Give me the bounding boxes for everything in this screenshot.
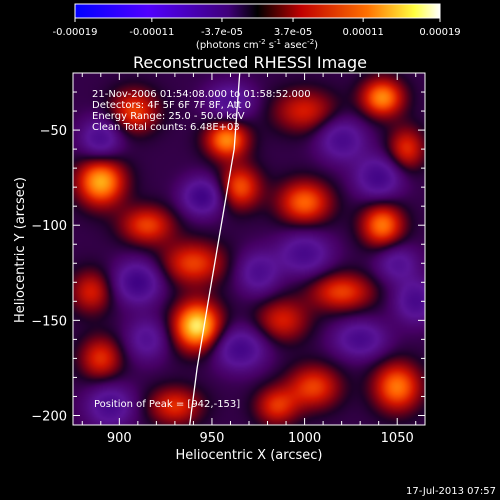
chart-title: Reconstructed RHESSI Image bbox=[133, 53, 367, 72]
x-tick-label: 900 bbox=[107, 431, 132, 446]
y-axis-label: Heliocentric Y (arcsec) bbox=[13, 177, 28, 323]
colorbar-tick-label: -0.00019 bbox=[53, 27, 98, 38]
info-block: 21-Nov-2006 01:54:08.000 to 01:58:52.000… bbox=[92, 89, 311, 133]
x-tick-label: 1050 bbox=[381, 431, 414, 446]
y-tick-label: −50 bbox=[40, 124, 67, 139]
colorbar-units: (photons cm-2 s-1 asec-2) bbox=[196, 38, 318, 51]
colorbar-tick-label: 3.7e-05 bbox=[274, 27, 312, 38]
solar-limb-line bbox=[189, 73, 241, 425]
colorbar-ticks: -0.00019 -0.00011 -3.7e-05 3.7e-05 0.00011 0.… bbox=[53, 18, 461, 38]
footer-date: 17-Jul-2013 07:57 bbox=[406, 486, 496, 497]
peak-position-label: Position of Peak = [942,-153] bbox=[94, 399, 240, 410]
y-tick-label: −100 bbox=[31, 219, 67, 234]
x-tick-label: 1000 bbox=[288, 431, 321, 446]
x-axis: 900 950 1000 1050 bbox=[81, 73, 417, 446]
y-tick-label: −200 bbox=[31, 409, 67, 424]
colorbar-tick-label: 0.00011 bbox=[342, 27, 383, 38]
colorbar-tick-label: 0.00019 bbox=[419, 27, 460, 38]
info-line-energy: Energy Range: 25.0 - 50.0 keV bbox=[92, 111, 245, 122]
heatmap-image bbox=[73, 73, 425, 425]
info-line-detectors: Detectors: 4F 5F 6F 7F 8F, Att 0 bbox=[92, 100, 251, 111]
info-line-time: 21-Nov-2006 01:54:08.000 to 01:58:52.000 bbox=[92, 89, 311, 100]
x-axis-label: Heliocentric X (arcsec) bbox=[176, 448, 323, 463]
colorbar-gradient bbox=[75, 4, 440, 18]
colorbar: -0.00019 -0.00011 -3.7e-05 3.7e-05 0.00011 0.… bbox=[53, 3, 461, 51]
heatmap-area bbox=[73, 73, 425, 425]
y-tick-label: −150 bbox=[31, 314, 67, 329]
x-tick-label: 950 bbox=[200, 431, 225, 446]
colorbar-tick-label: -0.00011 bbox=[129, 27, 174, 38]
colorbar-tick-label: -3.7e-05 bbox=[201, 27, 243, 38]
colorbar-frame bbox=[74, 3, 441, 19]
info-line-counts: Clean Total counts: 6.48E+03 bbox=[92, 122, 240, 133]
y-axis: −50 −100 −150 −200 bbox=[31, 91, 425, 424]
